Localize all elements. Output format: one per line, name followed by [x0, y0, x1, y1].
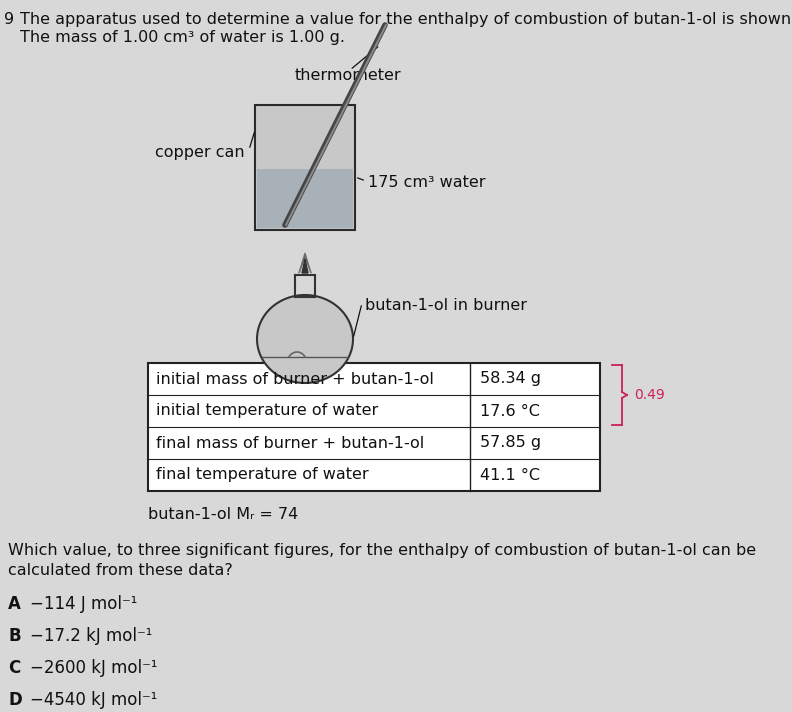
Text: copper can: copper can — [155, 145, 245, 160]
Text: The apparatus used to determine a value for the enthalpy of combustion of butan-: The apparatus used to determine a value … — [20, 12, 792, 27]
Text: C: C — [8, 659, 21, 677]
Text: D: D — [8, 691, 21, 709]
Text: butan-1-ol Mᵣ = 74: butan-1-ol Mᵣ = 74 — [148, 507, 299, 522]
Text: thermometer: thermometer — [295, 68, 402, 83]
Text: B: B — [8, 627, 21, 645]
Text: −17.2 kJ mol⁻¹: −17.2 kJ mol⁻¹ — [30, 627, 152, 645]
Text: final temperature of water: final temperature of water — [156, 468, 368, 483]
Text: 41.1 °C: 41.1 °C — [480, 468, 540, 483]
Text: 175 cm³ water: 175 cm³ water — [368, 175, 485, 190]
Bar — [148, 363, 600, 491]
Bar — [257, 169, 353, 228]
Text: final mass of burner + butan-1-ol: final mass of burner + butan-1-ol — [156, 436, 425, 451]
Text: butan-1-ol in burner: butan-1-ol in burner — [365, 298, 527, 313]
Text: 57.85 g: 57.85 g — [480, 436, 541, 451]
Text: −4540 kJ mol⁻¹: −4540 kJ mol⁻¹ — [30, 691, 158, 709]
Polygon shape — [302, 259, 308, 273]
Text: initial mass of burner + butan-1-ol: initial mass of burner + butan-1-ol — [156, 372, 434, 387]
Text: −114 J mol⁻¹: −114 J mol⁻¹ — [30, 595, 137, 613]
Text: 58.34 g: 58.34 g — [480, 372, 541, 387]
Text: 0.49: 0.49 — [634, 388, 664, 402]
Bar — [255, 105, 355, 230]
Text: initial temperature of water: initial temperature of water — [156, 404, 379, 419]
Text: −2600 kJ mol⁻¹: −2600 kJ mol⁻¹ — [30, 659, 158, 677]
Text: The mass of 1.00 cm³ of water is 1.00 g.: The mass of 1.00 cm³ of water is 1.00 g. — [20, 30, 345, 45]
Text: 9: 9 — [4, 12, 14, 27]
Ellipse shape — [257, 295, 353, 383]
Polygon shape — [299, 253, 311, 273]
Text: calculated from these data?: calculated from these data? — [8, 563, 233, 578]
Text: A: A — [8, 595, 21, 613]
Text: Which value, to three significant figures, for the enthalpy of combustion of but: Which value, to three significant figure… — [8, 543, 756, 558]
Text: 17.6 °C: 17.6 °C — [480, 404, 540, 419]
